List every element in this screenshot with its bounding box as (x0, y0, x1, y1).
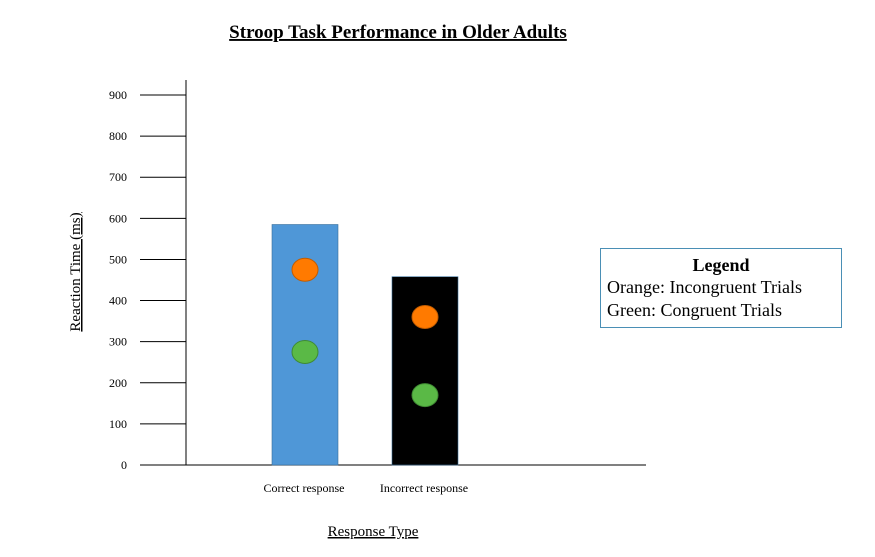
y-axis-ticks: 0 100 200 300 400 500 600 700 800 900 (109, 88, 186, 472)
legend-entry-congruent: Green: Congruent Trials (607, 300, 782, 320)
x-axis-label: Response Type (328, 524, 419, 540)
legend-title: Legend (692, 255, 750, 275)
y-axis-label: Reaction Time (ms) (68, 212, 84, 331)
category-labels: Correct response Incorrect response (264, 481, 469, 495)
category-label-1: Incorrect response (380, 481, 468, 495)
y-tick-label-400: 400 (109, 294, 127, 308)
chart-title: Stroop Task Performance in Older Adults (229, 22, 567, 43)
y-tick-label-500: 500 (109, 252, 127, 266)
bar-incorrect-response (391, 276, 459, 466)
congruent-point-correct (291, 339, 319, 364)
y-tick-label-200: 200 (109, 376, 127, 390)
congruent-point-incorrect (411, 383, 439, 408)
data-points (291, 257, 439, 408)
y-tick-label-900: 900 (109, 88, 127, 102)
incongruent-point-correct (291, 257, 319, 282)
incongruent-point-incorrect (411, 305, 439, 329)
y-tick-label-100: 100 (109, 417, 127, 431)
y-tick-label-700: 700 (109, 170, 127, 184)
category-label-0: Correct response (264, 481, 345, 495)
legend-entry-incongruent: Orange: Incongruent Trials (607, 277, 802, 297)
legend: Legend Orange: Incongruent Trials Green:… (600, 248, 842, 328)
y-tick-label-600: 600 (109, 211, 127, 225)
y-tick-label-800: 800 (109, 129, 127, 143)
y-tick-label-0: 0 (121, 458, 127, 472)
y-tick-label-300: 300 (109, 335, 127, 349)
